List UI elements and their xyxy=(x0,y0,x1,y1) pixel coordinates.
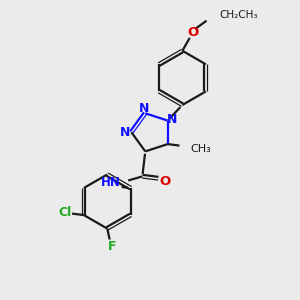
Text: HN: HN xyxy=(101,176,121,189)
Text: O: O xyxy=(159,175,171,188)
Text: Cl: Cl xyxy=(58,206,71,219)
Text: CH₃: CH₃ xyxy=(190,143,211,154)
Text: F: F xyxy=(107,240,116,253)
Text: CH₂CH₃: CH₂CH₃ xyxy=(219,10,258,20)
Text: N: N xyxy=(139,102,150,115)
Text: N: N xyxy=(167,112,178,126)
Text: N: N xyxy=(120,126,131,139)
Text: O: O xyxy=(187,26,198,39)
